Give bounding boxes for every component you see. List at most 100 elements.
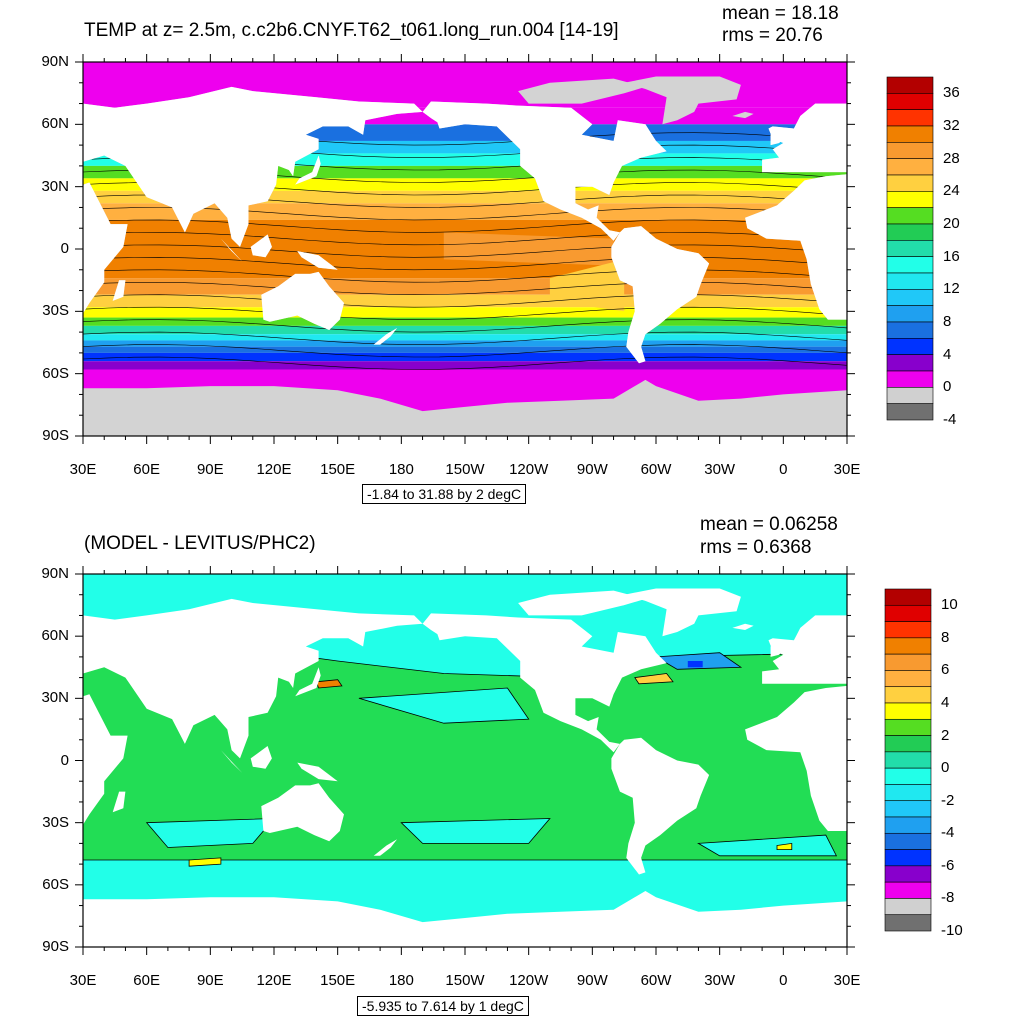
lon-label: 30E — [833, 972, 861, 989]
temperature-band — [83, 325, 847, 335]
land-iceland — [732, 623, 754, 630]
lon-label: 120W — [509, 461, 549, 478]
map-panel-1 — [75, 54, 934, 444]
land-newguinea — [297, 762, 338, 782]
colorbar-swatch — [884, 865, 932, 883]
colorbar-swatch — [884, 702, 932, 720]
colorbar-swatch — [884, 670, 932, 688]
lat-label: 60S — [42, 875, 69, 893]
colorbar-swatch — [884, 653, 932, 671]
anomaly-region — [358, 687, 530, 724]
map-panel-2 — [75, 566, 932, 955]
lat-label: 30S — [42, 813, 69, 831]
colorbar-swatch — [884, 604, 932, 622]
colorbar-label: 8 — [941, 628, 950, 646]
contour-line — [83, 356, 847, 370]
colorbar-label: 20 — [943, 215, 960, 232]
temperature-band — [83, 203, 847, 220]
land-africaW — [745, 685, 847, 831]
contour-line — [83, 344, 847, 358]
lon-label: 30W — [704, 972, 736, 989]
lon-label: 180 — [388, 972, 414, 989]
colorbar-label: 2 — [941, 726, 950, 744]
colorbar-swatch — [886, 305, 934, 323]
colorbar-swatch — [884, 588, 932, 606]
colorbar-swatch — [886, 109, 934, 127]
land-africa — [83, 694, 128, 825]
anomaly-region — [400, 818, 551, 844]
colorbar-swatch — [886, 142, 934, 159]
lon-label: 150W — [445, 461, 485, 478]
colorbar-swatch — [884, 751, 932, 769]
land-americaS — [611, 737, 710, 875]
lat-label: 60S — [42, 364, 69, 382]
colorbar-swatch — [884, 621, 932, 639]
temperature-band — [83, 317, 847, 326]
colorbar-swatch — [886, 174, 934, 192]
lon-label: 60W — [640, 972, 672, 989]
land-uk — [770, 640, 784, 657]
temperature-band — [83, 307, 847, 318]
colorbar-swatch — [886, 240, 934, 257]
temperature-band — [83, 352, 847, 362]
land-nz — [373, 839, 398, 856]
lon-label: 180 — [388, 461, 414, 478]
lon-label: 30W — [704, 461, 736, 478]
lon-label: 60E — [133, 972, 160, 989]
colorbar-swatch — [886, 338, 934, 355]
lon-label: 30E — [69, 461, 97, 478]
colorbar-swatch — [884, 914, 932, 932]
colorbar-swatch — [886, 403, 934, 421]
lon-label: 150E — [320, 461, 356, 478]
contour-line — [83, 256, 847, 271]
colorbar-swatch — [886, 93, 934, 110]
lon-label: 90W — [576, 972, 608, 989]
lon-label: 60E — [133, 461, 160, 478]
colorbar-label: 4 — [943, 345, 952, 363]
colorbar-label: -4 — [941, 824, 955, 842]
contour-line — [83, 306, 847, 320]
lon-label: 90E — [196, 972, 224, 989]
colorbar-label: 28 — [943, 149, 960, 167]
land-americaN — [422, 101, 667, 241]
colorbar-swatch — [886, 125, 934, 143]
anomaly-positive — [776, 842, 793, 850]
panel-2-rms: rms = 0.6368 — [700, 537, 812, 558]
colorbar-swatch — [884, 881, 932, 899]
temperature-band — [83, 334, 847, 341]
contour-line — [83, 281, 847, 296]
panel-1-mean: mean = 18.18 — [722, 3, 839, 24]
land-nz — [373, 328, 398, 345]
temperature-band — [83, 278, 847, 295]
land-greenland — [624, 588, 741, 637]
colorbar-swatch — [886, 256, 934, 274]
lat-label: 90N — [41, 53, 69, 70]
land-eurasia — [83, 86, 423, 247]
anomaly-region — [697, 834, 838, 857]
panel-1-range-label: -1.84 to 31.88 by 2 degC — [362, 484, 527, 504]
lat-label: 90S — [42, 427, 69, 444]
panel-2-title: (MODEL - LEVITUS/PHC2) — [84, 533, 316, 554]
land-arcticIsl — [518, 590, 646, 616]
colorbar-label: 0 — [941, 759, 950, 777]
lat-label: 90N — [41, 565, 69, 582]
land-arcticIsl — [518, 78, 646, 104]
lat-label: 0 — [60, 240, 69, 257]
colorbar-label: 16 — [943, 247, 960, 265]
land-newguinea — [297, 251, 338, 270]
colorbar-swatch — [886, 289, 934, 306]
land-madagascar — [112, 280, 126, 301]
anomaly-region — [145, 818, 275, 848]
land-indonesia1 — [220, 750, 243, 773]
land-borneo — [250, 234, 272, 258]
colorbar-swatch — [886, 370, 934, 388]
colorbar-label: 6 — [941, 661, 950, 679]
colorbar-swatch — [884, 832, 932, 850]
land-borneo — [250, 746, 272, 769]
contour-line — [83, 219, 847, 233]
colorbar-swatch — [886, 387, 934, 404]
lon-label: 120E — [256, 972, 292, 989]
land-australia — [261, 783, 344, 842]
land-africaW — [745, 174, 847, 320]
colorbar-label: 8 — [943, 313, 952, 330]
